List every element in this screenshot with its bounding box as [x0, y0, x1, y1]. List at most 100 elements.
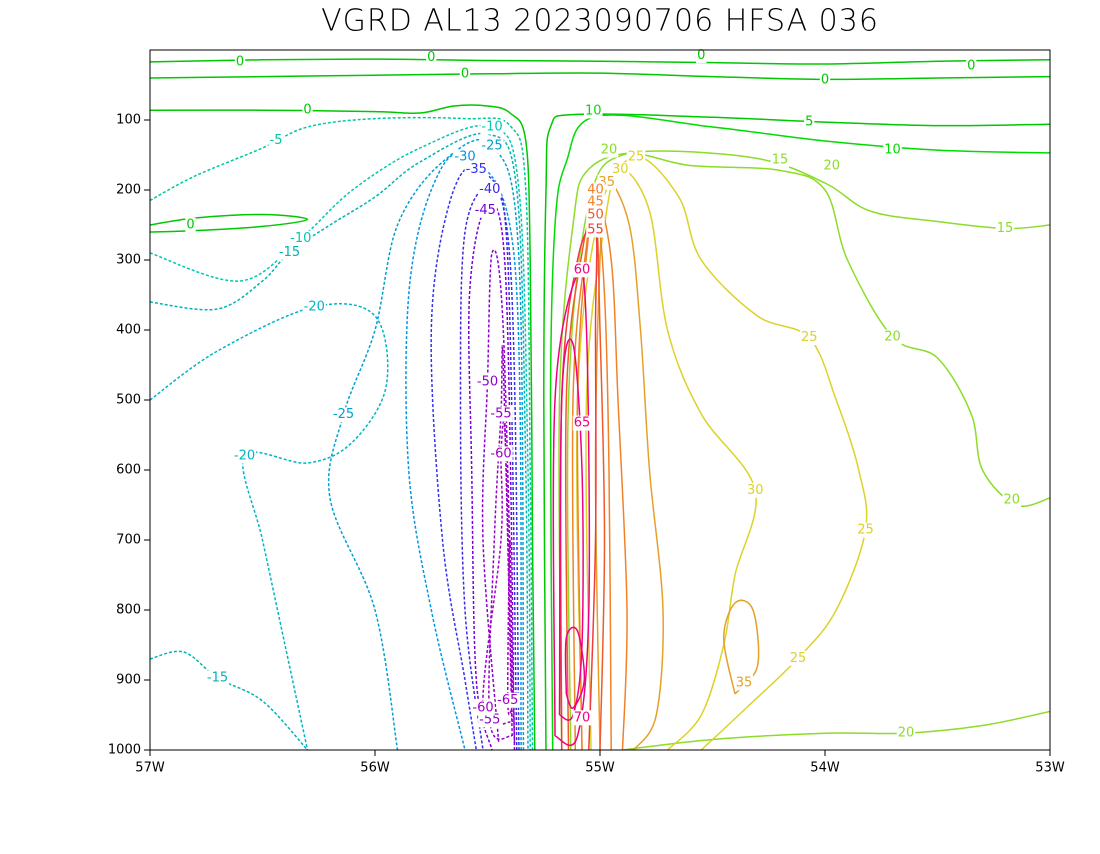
contour-label-bg	[475, 374, 500, 390]
contour-label: 25	[857, 523, 874, 538]
y-tick-label: 1000	[108, 743, 141, 758]
contour-line	[564, 626, 586, 709]
contour-label-bg	[599, 142, 619, 158]
contour-label: 60	[574, 262, 591, 277]
chart-title: VGRD AL13 2023090706 HFSA 036	[321, 4, 879, 39]
contour-line	[722, 599, 760, 695]
contour-label-bg	[480, 119, 504, 135]
contour-label-bg	[473, 202, 497, 218]
contour-label-bg	[586, 194, 605, 210]
contour-label: -20	[304, 299, 325, 314]
contour-label: -60	[472, 701, 493, 716]
contour-label-bg	[770, 152, 790, 168]
y-tick-label: 200	[116, 183, 141, 198]
contour-line	[327, 139, 525, 750]
contour-label: 35	[736, 675, 753, 690]
contour-label: 15	[997, 221, 1014, 236]
contour-label-bg	[583, 103, 603, 119]
contour-line	[558, 150, 1050, 750]
contour-label: 25	[801, 330, 818, 345]
contour-label: 0	[427, 50, 435, 65]
contour-label: 70	[574, 710, 591, 725]
y-tick-label: 400	[116, 323, 141, 338]
contour-label: -10	[481, 120, 502, 135]
contour-line	[481, 249, 516, 744]
contour-label: 55	[587, 222, 604, 237]
contour-line	[566, 152, 1050, 750]
contour-label: 65	[574, 416, 591, 431]
contour-label: 0	[967, 59, 975, 74]
contour-line	[150, 58, 1050, 65]
contour-label-bg	[626, 149, 646, 165]
contour-line	[150, 124, 531, 750]
contour-label-bg	[289, 230, 313, 246]
contour-label: 0	[303, 103, 311, 118]
y-tick-label: 500	[116, 393, 141, 408]
contour-label: 0	[186, 218, 194, 233]
contour-line	[150, 132, 529, 750]
contour-label-bg	[302, 102, 313, 118]
contour-label: 25	[628, 150, 645, 165]
contour-label: 0	[821, 73, 829, 88]
contour-label-bg	[734, 675, 754, 691]
contour-label: -25	[333, 407, 354, 422]
contour-label-bg	[480, 138, 504, 154]
contour-label: 20	[1003, 493, 1020, 508]
contour-label-bg	[453, 149, 477, 165]
contour-label-bg	[610, 162, 630, 178]
contour-label-bg	[572, 710, 592, 726]
contour-label-bg	[696, 48, 707, 64]
contour-label: -45	[475, 203, 496, 218]
contour-label: 45	[587, 194, 604, 209]
contour-label: 10	[585, 103, 602, 118]
contour-label: -60	[490, 446, 511, 461]
contour-label-bg	[277, 244, 302, 260]
contour-label-bg	[966, 58, 977, 74]
contour-label-bg	[302, 299, 326, 315]
contour-label-bg	[464, 162, 488, 178]
contour-label: 15	[772, 152, 789, 167]
contour-label-bg	[586, 182, 605, 198]
contour-label-bg	[478, 712, 502, 728]
contour-label: 10	[884, 143, 901, 158]
contour-label-bg	[586, 222, 605, 238]
contour-label-bg	[478, 181, 502, 197]
contour-label: -55	[479, 712, 500, 727]
contour-label-bg	[856, 522, 875, 538]
contour-line	[482, 420, 513, 727]
contour-line	[506, 539, 513, 716]
contour-label-bg	[745, 482, 765, 498]
contour-label: 20	[884, 330, 901, 345]
contour-line	[150, 104, 536, 750]
contour-label: 25	[790, 651, 807, 666]
contour-label-bg	[788, 650, 808, 666]
contour-label-bg	[586, 207, 605, 223]
contour-label-bg	[234, 54, 246, 70]
x-tick-label: 54W	[810, 761, 840, 776]
contour-line	[543, 113, 1050, 750]
contour-label: -55	[490, 407, 511, 422]
contour-label-bg	[459, 66, 471, 82]
contour-line	[150, 116, 534, 750]
contour-label-bg	[205, 670, 230, 686]
contour-label: 0	[236, 54, 244, 69]
y-tick-label: 800	[116, 603, 141, 618]
contour-label: -25	[481, 138, 502, 153]
contour-label-bg	[822, 158, 842, 174]
contour-line	[430, 166, 520, 750]
contour-label-bg	[489, 446, 513, 462]
contour-label: 5	[805, 115, 813, 130]
contour-label-bg	[496, 692, 520, 708]
contour-line	[405, 153, 522, 750]
y-tick-label: 900	[116, 673, 141, 688]
y-tick-label: 100	[116, 113, 141, 128]
contour-label: 40	[587, 183, 604, 198]
contour-label: -65	[497, 693, 518, 708]
x-tick-label: 57W	[135, 761, 165, 776]
contour-label-bg	[426, 50, 437, 66]
contour-line	[150, 72, 1050, 81]
contour-label: 20	[601, 143, 618, 158]
contour-label: 0	[461, 66, 469, 81]
